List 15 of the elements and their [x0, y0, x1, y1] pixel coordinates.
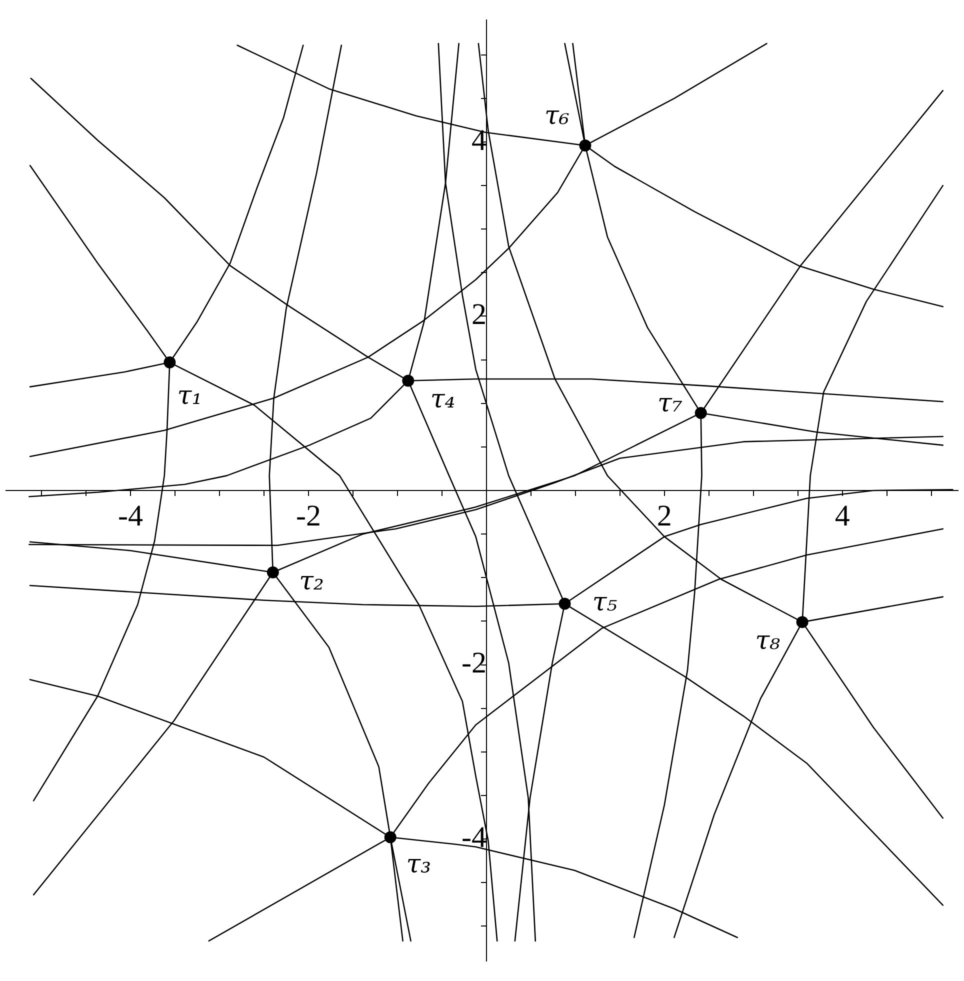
x-tick-label: 2: [656, 499, 672, 532]
x-tick-label: 4: [834, 499, 850, 532]
y-tick-label: -2: [461, 646, 486, 680]
annotation: τ₃: [406, 849, 432, 880]
y-tick-label: 2: [471, 298, 486, 332]
annotation: τ₁: [177, 380, 202, 411]
annotation: τ₆: [544, 100, 570, 131]
annotation: τ₈: [755, 626, 781, 656]
annotation: τ₇: [658, 388, 683, 418]
x-tick-label: -4: [118, 499, 144, 532]
annotation: τ₂: [299, 566, 324, 597]
annotation: τ₄: [430, 384, 456, 414]
annotation: τ₅: [592, 588, 618, 618]
x-tick-label: -2: [296, 499, 322, 532]
y-tick-label: -4: [461, 820, 486, 854]
